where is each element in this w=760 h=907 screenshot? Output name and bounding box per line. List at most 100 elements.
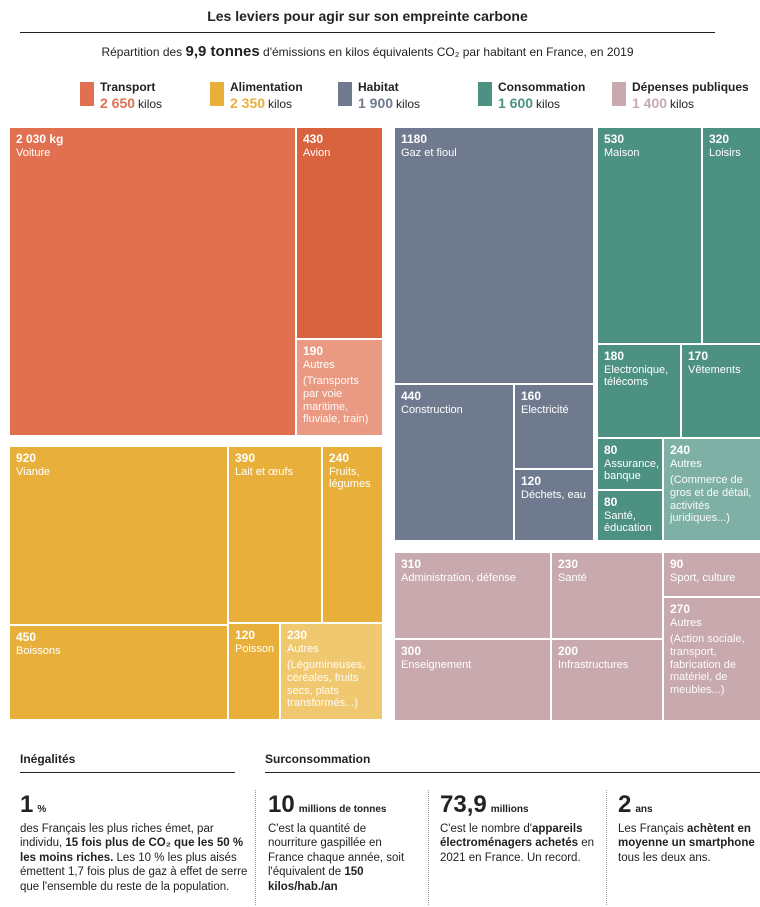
- legend-name: Transport: [100, 80, 155, 94]
- stat-head: 1%: [20, 790, 250, 820]
- tile-label: Electricité: [521, 404, 587, 417]
- legend-number: 1 900: [358, 95, 393, 111]
- tile-value: 230: [558, 558, 656, 572]
- section-rule: [265, 772, 760, 773]
- legend-unit: kilos: [138, 97, 162, 111]
- subtitle-emphasis: 9,9 tonnes: [186, 43, 260, 60]
- section-title: Surconsommation: [265, 752, 370, 766]
- tile: 190Autres(Transports par voie maritime, …: [297, 340, 382, 435]
- stat: 2ansLes Français achètent en moyenne un …: [618, 790, 758, 865]
- tile-label: Autres: [303, 359, 376, 372]
- legend-number: 1 600: [498, 95, 533, 111]
- stat-text: C'est le nombre d'appareils électroménag…: [440, 822, 600, 865]
- tile-value: 320: [709, 133, 754, 147]
- tile-value: 1180: [401, 133, 587, 147]
- tile-value: 530: [604, 133, 695, 147]
- tile: 80Santé, éducation: [598, 491, 662, 540]
- legend-number: 2 650: [100, 95, 135, 111]
- tile-label: Viande: [16, 466, 221, 479]
- tile-value: 200: [558, 645, 656, 659]
- stat-head: 73,9millions: [440, 790, 600, 820]
- tile: 450Boissons: [10, 626, 227, 719]
- stat-value: 10: [268, 791, 295, 818]
- tile-value: 300: [401, 645, 544, 659]
- legend-unit: kilos: [268, 97, 292, 111]
- tile: 80Assurance, banque: [598, 439, 662, 489]
- tile-value: 240: [670, 444, 754, 458]
- tile-label: Assurance, banque: [604, 458, 656, 483]
- stat-text: C'est la quantité de nourriture gaspillé…: [268, 822, 418, 894]
- section-rule: [20, 772, 235, 773]
- legend-swatch: [338, 82, 352, 106]
- page: { "header": { "title": "Les leviers pour…: [0, 0, 760, 907]
- tile-label: Autres: [670, 458, 754, 471]
- tile-value: 80: [604, 444, 656, 458]
- stat-unit: %: [37, 804, 46, 815]
- legend-swatch: [478, 82, 492, 106]
- tile-note: (Commerce de gros et de détail, activité…: [670, 474, 754, 525]
- stat-unit: millions: [491, 804, 529, 815]
- tile-value: 120: [235, 629, 273, 643]
- tile-note: (Transports par voie maritime, fluviale,…: [303, 375, 376, 426]
- tile-label: Autres: [287, 643, 376, 656]
- rule: [20, 32, 715, 33]
- stat-value: 2: [618, 791, 631, 818]
- legend-name: Alimentation: [230, 80, 303, 94]
- stat-value: 1: [20, 791, 33, 818]
- tile-value: 230: [287, 629, 376, 643]
- stat-text: des Français les plus riches émet, par i…: [20, 822, 250, 894]
- tile-value: 440: [401, 390, 507, 404]
- legend-number: 2 350: [230, 95, 265, 111]
- legend-swatch: [210, 82, 224, 106]
- legend-swatch: [612, 82, 626, 106]
- tile-note: (Action sociale, transport, fabrication …: [670, 633, 754, 696]
- tile-label: Avion: [303, 147, 376, 160]
- separator: [255, 790, 256, 905]
- tile: 390Lait et œufs: [229, 447, 321, 622]
- tile-note: (Légumineuses, céréales, fruits secs, pl…: [287, 659, 376, 710]
- legend-unit: kilos: [670, 97, 694, 111]
- tile-label: Fruits, légumes: [329, 466, 376, 491]
- tile-label: Electronique, télécoms: [604, 364, 674, 389]
- tile-label: Déchets, eau: [521, 489, 587, 502]
- tile-value: 160: [521, 390, 587, 404]
- stat: 1%des Français les plus riches émet, par…: [20, 790, 250, 894]
- stat-text-part: C'est le nombre d': [440, 823, 532, 835]
- legend-unit: kilos: [396, 97, 420, 111]
- tile-value: 430: [303, 133, 376, 147]
- stat-head: 2ans: [618, 790, 758, 820]
- tile-label: Voiture: [16, 147, 289, 160]
- legend-unit: kilos: [536, 97, 560, 111]
- tile-label: Maison: [604, 147, 695, 160]
- subtitle: Répartition des 9,9 tonnes d'émissions e…: [0, 43, 735, 60]
- stat-text-part: C'est la quantité de nourriture gaspillé…: [268, 823, 404, 878]
- tile-value: 270: [670, 603, 754, 617]
- section-title: Inégalités: [20, 752, 75, 766]
- legend-number: 1 400: [632, 95, 667, 111]
- tile: 920Viande: [10, 447, 227, 624]
- subtitle-text: Répartition des: [101, 45, 185, 59]
- tile-value: 90: [670, 558, 754, 572]
- tile-label: Poisson: [235, 643, 273, 656]
- subtitle-text: d'émissions en kilos équivalents CO₂ par…: [260, 45, 634, 59]
- tile-value: 2 030 kg: [16, 133, 289, 147]
